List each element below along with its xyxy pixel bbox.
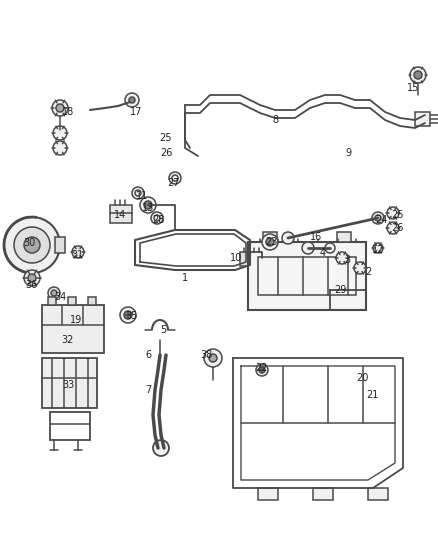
Circle shape (209, 354, 217, 362)
Circle shape (53, 126, 67, 140)
Circle shape (262, 234, 278, 250)
Text: 28: 28 (152, 215, 164, 225)
Text: 27: 27 (168, 178, 180, 188)
Bar (68, 297, 76, 305)
Circle shape (414, 71, 422, 79)
Circle shape (204, 349, 222, 367)
Bar (42, 305, 104, 353)
Circle shape (24, 270, 40, 286)
Bar (50, 412, 90, 440)
Circle shape (125, 93, 139, 107)
Text: 30: 30 (23, 238, 35, 248)
Bar (248, 242, 366, 310)
Text: 26: 26 (160, 148, 172, 158)
Circle shape (336, 252, 348, 264)
Text: 33: 33 (62, 380, 74, 390)
Text: 20: 20 (356, 373, 368, 383)
Bar (415, 112, 430, 126)
Text: 38: 38 (200, 350, 212, 360)
Circle shape (410, 67, 426, 83)
Text: 16: 16 (310, 232, 322, 242)
Circle shape (53, 141, 67, 155)
Circle shape (4, 217, 60, 273)
Circle shape (354, 262, 366, 274)
Text: 21: 21 (366, 390, 378, 400)
Circle shape (56, 104, 64, 112)
Circle shape (72, 246, 84, 258)
Bar (258, 488, 278, 500)
Text: 4: 4 (320, 248, 326, 258)
Text: 23: 23 (265, 237, 277, 247)
Bar (55, 237, 65, 253)
Circle shape (28, 274, 36, 282)
Circle shape (153, 440, 169, 456)
Circle shape (372, 212, 384, 224)
Bar (110, 205, 132, 223)
Circle shape (373, 243, 383, 253)
Text: 14: 14 (114, 210, 126, 220)
Text: 32: 32 (62, 335, 74, 345)
Text: 25: 25 (160, 133, 172, 143)
Text: 15: 15 (407, 83, 419, 93)
Bar (240, 252, 262, 266)
Circle shape (120, 307, 136, 323)
Bar (48, 297, 56, 305)
Circle shape (132, 187, 144, 199)
Text: 7: 7 (145, 385, 151, 395)
Text: 6: 6 (145, 350, 151, 360)
Text: 36: 36 (25, 280, 37, 290)
Text: 17: 17 (130, 107, 142, 117)
Text: 35: 35 (125, 311, 137, 321)
Text: 2: 2 (365, 267, 371, 277)
Circle shape (51, 290, 57, 296)
Bar (368, 488, 388, 500)
Bar (263, 232, 277, 242)
Circle shape (129, 97, 135, 103)
Circle shape (151, 212, 163, 224)
Circle shape (259, 367, 265, 373)
Text: 25: 25 (391, 210, 403, 220)
Text: 26: 26 (391, 223, 403, 233)
Bar (313, 488, 333, 500)
Circle shape (325, 243, 335, 253)
Text: 5: 5 (160, 325, 166, 335)
Circle shape (282, 232, 294, 244)
Text: 29: 29 (334, 285, 346, 295)
Text: 9: 9 (345, 148, 351, 158)
Circle shape (266, 238, 274, 246)
Text: 34: 34 (54, 292, 66, 302)
Circle shape (14, 227, 50, 263)
Circle shape (387, 222, 399, 234)
Circle shape (24, 237, 40, 253)
Circle shape (48, 287, 60, 299)
Text: 31: 31 (71, 250, 83, 260)
Text: 8: 8 (272, 115, 278, 125)
Circle shape (144, 201, 152, 209)
Text: 13: 13 (142, 203, 154, 213)
Circle shape (140, 197, 156, 213)
Bar (258, 257, 356, 295)
Circle shape (387, 207, 399, 219)
Text: 1: 1 (182, 273, 188, 283)
Bar (88, 297, 96, 305)
Circle shape (256, 364, 268, 376)
Text: 18: 18 (62, 107, 74, 117)
Bar (337, 232, 351, 242)
Circle shape (169, 172, 181, 184)
Text: 22: 22 (255, 363, 267, 373)
Text: 24: 24 (375, 215, 387, 225)
Text: 19: 19 (70, 315, 82, 325)
Text: 10: 10 (230, 253, 242, 263)
Circle shape (302, 242, 314, 254)
Text: 12: 12 (372, 245, 384, 255)
Circle shape (124, 311, 132, 319)
Text: 11: 11 (136, 191, 148, 201)
Text: 3: 3 (344, 255, 350, 265)
Circle shape (52, 100, 68, 116)
Bar (42, 358, 97, 408)
